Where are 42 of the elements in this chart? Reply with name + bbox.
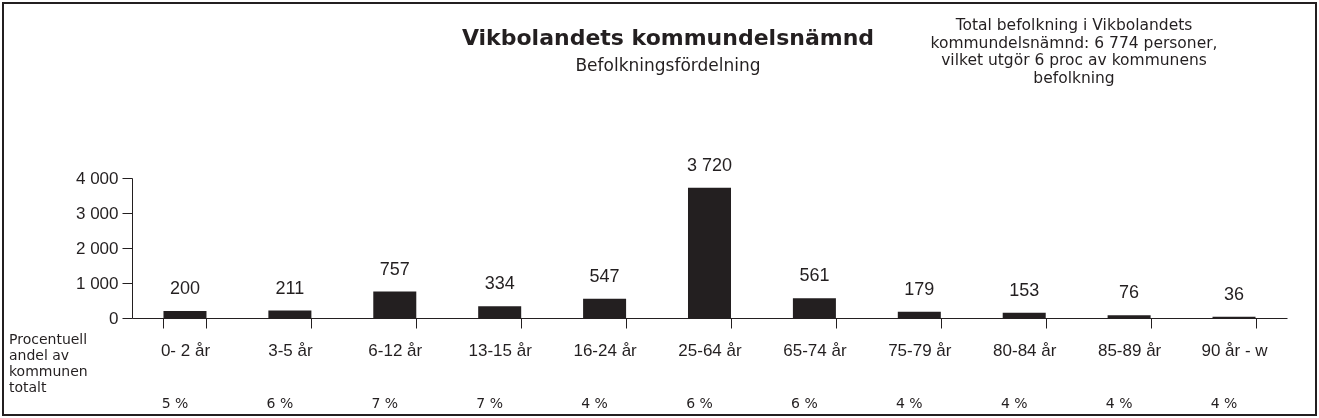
data-label: 200 bbox=[169, 278, 200, 298]
text: 6 % bbox=[791, 395, 818, 411]
x-tick-label: 90 år - w bbox=[1201, 340, 1269, 360]
data-label: 179 bbox=[904, 278, 935, 299]
text: 5 % bbox=[161, 395, 189, 411]
x-tick-label: 6-12 år bbox=[368, 340, 423, 360]
chart-title: Vikbolandets kommundelsnämnd bbox=[461, 25, 875, 50]
y-tick-label: 4 000 bbox=[75, 168, 119, 188]
data-label: 211 bbox=[275, 277, 305, 298]
x-tick-label: 0- 2 år bbox=[160, 340, 211, 360]
data-label: 76 bbox=[1119, 282, 1140, 303]
x-tick-label: 80-84 år bbox=[993, 340, 1057, 360]
x-tick-label: 16-24 år bbox=[573, 340, 638, 360]
y-tick-label: 2 000 bbox=[75, 238, 119, 258]
y-tick-label: 3 000 bbox=[75, 203, 119, 223]
data-label: 36 bbox=[1224, 283, 1245, 304]
text: 4 % bbox=[1105, 395, 1133, 411]
x-tick-label: 13-15 år bbox=[468, 340, 533, 360]
data-label: 334 bbox=[484, 273, 515, 294]
data-label: 3 720 bbox=[686, 154, 733, 175]
chart-subtitle: Befolkningsfördelning bbox=[575, 55, 761, 75]
text: 6 % bbox=[266, 395, 294, 411]
x-tick-label: 85-89 år bbox=[1097, 340, 1162, 360]
data-label: 561 bbox=[799, 265, 830, 286]
data-label: 757 bbox=[379, 258, 410, 279]
x-tick-label: 25-64 år bbox=[678, 340, 742, 360]
data-label: 153 bbox=[1009, 279, 1040, 300]
y-tick-label: 0 bbox=[109, 308, 119, 328]
text: Total befolkning i Vikbolandets kommundelsnämnd: 6 774 personer, vilket utgör 6 proc av kommunens befolkning bbox=[930, 16, 1218, 87]
text: 4 % bbox=[895, 395, 923, 411]
text: 4 % bbox=[581, 395, 608, 411]
data-label: 547 bbox=[589, 265, 620, 286]
x-tick-label: 75-79 år bbox=[888, 340, 952, 360]
text: 4 % bbox=[1000, 395, 1028, 411]
text: 7 % bbox=[476, 395, 504, 411]
text: Procentuell andel av kommunen totalt bbox=[9, 331, 88, 395]
x-tick-label: 65-74 år bbox=[783, 340, 847, 360]
x-tick-label: 3-5 år bbox=[268, 340, 313, 360]
text: 7 % bbox=[371, 395, 399, 411]
y-tick-label: 1 000 bbox=[75, 273, 119, 293]
text: 4 % bbox=[1210, 395, 1238, 411]
text: 6 % bbox=[686, 395, 713, 411]
